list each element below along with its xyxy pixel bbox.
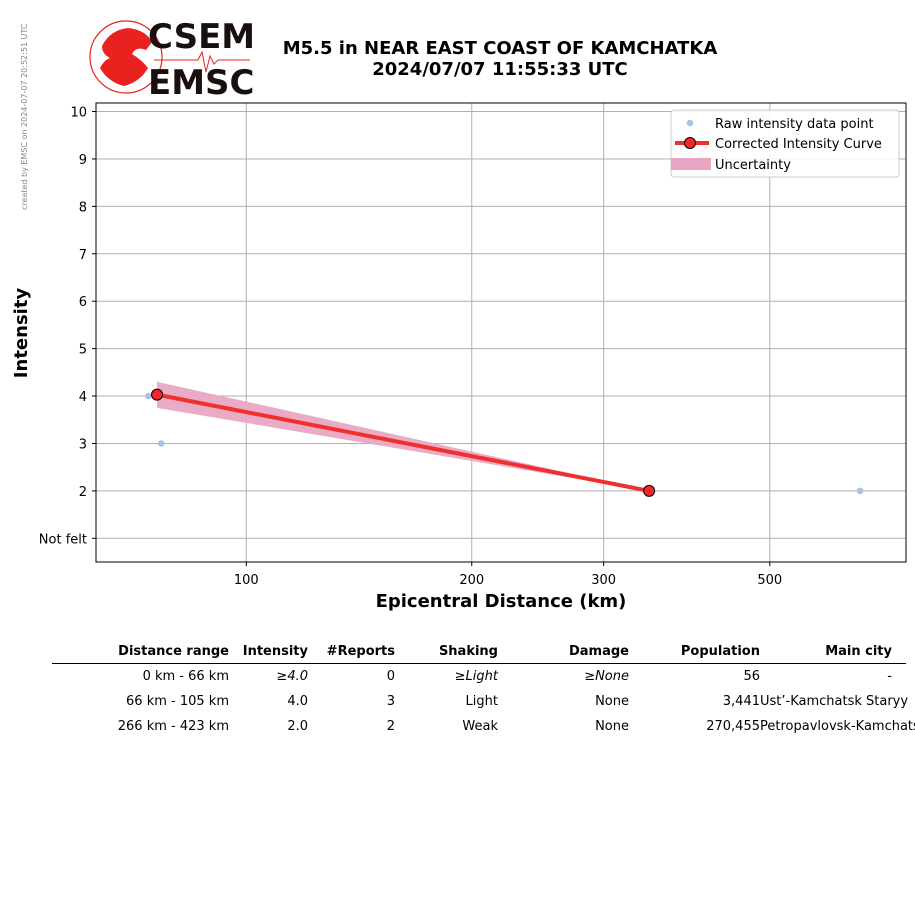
- table-cell-shaking: Weak: [462, 719, 498, 734]
- logo-top-text: CSEM: [148, 17, 255, 57]
- legend-label: Raw intensity data point: [715, 117, 874, 132]
- table-cell-shaking: Light: [465, 694, 498, 709]
- logo-bottom-text: EMSC: [148, 63, 255, 98]
- y-tick-label: 2: [79, 485, 87, 500]
- table-cell-damage: None: [595, 694, 629, 709]
- table-header-cell: Shaking: [438, 644, 498, 659]
- legend-label: Corrected Intensity Curve: [715, 137, 882, 152]
- raw-data-point: [145, 392, 152, 400]
- table-header-cell: Damage: [568, 644, 629, 659]
- y-tick-label: 10: [70, 106, 87, 121]
- table-cell-range: 0 km - 66 km: [142, 669, 229, 684]
- y-tick-label: 6: [79, 295, 87, 310]
- axis-ticks: Not felt 2 3 4 5 6 7 8 9 10 100 200 300 500: [39, 106, 782, 588]
- table-cell-city: -: [887, 669, 892, 684]
- series-points: [145, 388, 864, 497]
- csem-emsc-logo: CSEM EMSC: [89, 17, 255, 98]
- table-cell-city: Ust’-Kamchatsk Staryy: [760, 694, 909, 709]
- uncertainty-band: [157, 381, 650, 491]
- series-lines: [156, 392, 650, 493]
- table-cell-population: 270,455: [706, 719, 760, 734]
- table-header-cell: Distance range: [118, 644, 229, 659]
- corrected-intensity-line: [156, 392, 650, 493]
- table-cell-range: 66 km - 105 km: [126, 694, 229, 709]
- y-tick-label: 3: [79, 437, 87, 452]
- table-cell-intensity: ≥4.0: [276, 669, 308, 684]
- grid: [96, 103, 906, 562]
- table-cell-damage: ≥None: [584, 669, 629, 684]
- table-row: 266 km - 423 km 2.0 2 Weak None 270,455 Petrop…: [52, 714, 915, 739]
- x-tick-label: 300: [591, 573, 616, 588]
- table-cell-reports: 2: [386, 719, 395, 734]
- x-tick-label: 100: [234, 573, 259, 588]
- y-tick-label: 7: [79, 248, 87, 263]
- table-cell-damage: None: [595, 719, 629, 734]
- y-tick-label: 4: [79, 390, 87, 405]
- raw-data-point: [157, 440, 165, 447]
- table-cell-reports: 3: [386, 694, 395, 709]
- legend-label: Uncertainty: [715, 158, 791, 173]
- y-tick-label: 9: [79, 153, 87, 168]
- table-header: Distance range Intensity #Reports Shaking Da…: [52, 640, 906, 664]
- legend-band-swatch: [671, 158, 711, 170]
- raw-data-point: [856, 487, 864, 495]
- uncertainty-area: [157, 381, 650, 491]
- x-tick-label: 200: [459, 573, 484, 588]
- plot-frame: [95, 102, 907, 563]
- table-cell-intensity: 2.0: [287, 719, 308, 734]
- legend-raw-marker: [686, 119, 694, 127]
- y-tick-label: 5: [79, 343, 87, 358]
- chart-title: M5.5 in NEAR EAST COAST OF KAMCHATKA 202…: [250, 38, 750, 80]
- table-cell-range: 266 km - 423 km: [117, 719, 229, 734]
- table-cell-reports: 0: [386, 669, 395, 684]
- table-cell-intensity: 4.0: [287, 694, 308, 709]
- table-header-cell: Main city: [825, 644, 892, 659]
- intensity-table: Distance range Intensity #Reports Shaking Da…: [52, 640, 915, 739]
- corrected-curve-marker: [151, 388, 164, 401]
- x-axis-label: Epicentral Distance (km): [376, 591, 627, 612]
- legend-box: [670, 109, 900, 178]
- y-tick-label: Not felt: [39, 532, 87, 547]
- table-header-cell: #Reports: [326, 644, 395, 659]
- table-body: 0 km - 66 km ≥4.0 0 ≥Light ≥None 56 - 66 km - 1…: [52, 664, 915, 739]
- table-header-cell: Intensity: [242, 644, 308, 659]
- intensity-chart: Not felt 2 3 4 5 6 7 8 9 10 100 200 300 500 Epicentra…: [11, 102, 907, 612]
- y-tick-label: 8: [79, 200, 87, 215]
- table-cell-shaking: ≥Light: [454, 669, 498, 684]
- table-cell-population: 56: [743, 669, 760, 684]
- table-cell-city: Petropavlovsk-Kamchatsky: [760, 719, 915, 734]
- corrected-curve-marker: [643, 484, 656, 497]
- table-row: 0 km - 66 km ≥4.0 0 ≥Light ≥None 56 -: [52, 664, 906, 689]
- table-header-cell: Population: [680, 644, 760, 659]
- table-cell-population: 3,441: [722, 694, 760, 709]
- table-row: 66 km - 105 km 4.0 3 Light None 3,441 Ust’-Kam…: [52, 689, 909, 714]
- legend: Raw intensity data point Corrected Intens…: [670, 109, 900, 178]
- title-line-1: M5.5 in NEAR EAST COAST OF KAMCHATKA: [282, 38, 718, 59]
- legend-curve-marker: [684, 137, 696, 149]
- y-axis-label: Intensity: [11, 288, 32, 379]
- x-tick-label: 500: [757, 573, 782, 588]
- title-line-2: 2024/07/07 11:55:33 UTC: [372, 59, 628, 80]
